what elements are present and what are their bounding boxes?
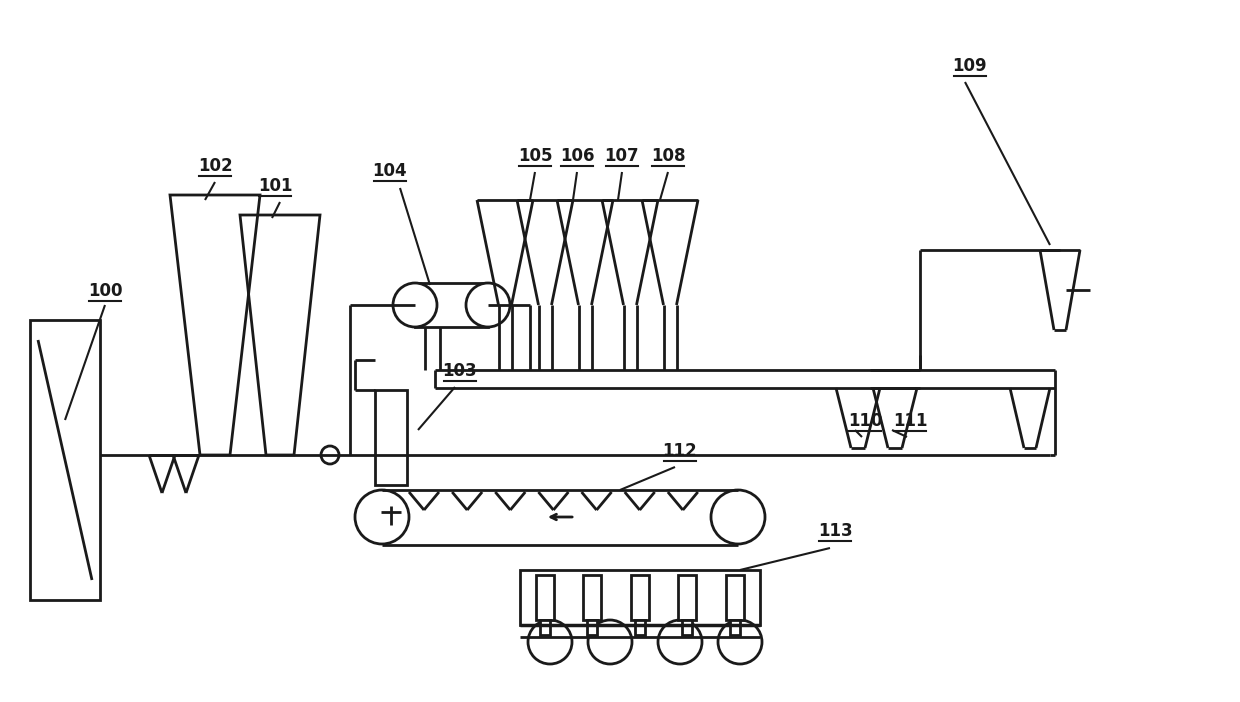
Circle shape — [466, 283, 510, 327]
Bar — [520, 570, 760, 625]
Bar — [374, 390, 407, 485]
Text: 109: 109 — [952, 57, 987, 75]
Bar — [30, 320, 100, 600]
Bar — [730, 620, 740, 635]
Bar — [536, 575, 554, 620]
Text: 103: 103 — [443, 362, 477, 380]
Circle shape — [711, 490, 765, 544]
Text: 102: 102 — [197, 157, 232, 175]
Bar — [631, 575, 649, 620]
Text: 104: 104 — [373, 162, 407, 180]
Bar — [587, 620, 596, 635]
Bar — [539, 620, 551, 635]
Text: 107: 107 — [605, 147, 640, 165]
Bar — [678, 575, 696, 620]
Text: 112: 112 — [662, 442, 697, 460]
Circle shape — [355, 490, 409, 544]
Circle shape — [718, 620, 763, 664]
Circle shape — [658, 620, 702, 664]
Bar — [583, 575, 601, 620]
Text: 101: 101 — [258, 177, 293, 195]
Text: 110: 110 — [848, 412, 882, 430]
Bar — [682, 620, 692, 635]
Circle shape — [393, 283, 436, 327]
Bar — [725, 575, 744, 620]
Text: 113: 113 — [817, 522, 852, 540]
Text: 100: 100 — [88, 282, 123, 300]
Circle shape — [528, 620, 572, 664]
Text: 106: 106 — [559, 147, 594, 165]
Bar — [635, 620, 645, 635]
Text: 111: 111 — [893, 412, 928, 430]
Text: 108: 108 — [651, 147, 686, 165]
Circle shape — [321, 446, 339, 464]
Bar — [415, 283, 489, 327]
Circle shape — [384, 494, 397, 506]
Circle shape — [588, 620, 632, 664]
Text: 105: 105 — [518, 147, 552, 165]
